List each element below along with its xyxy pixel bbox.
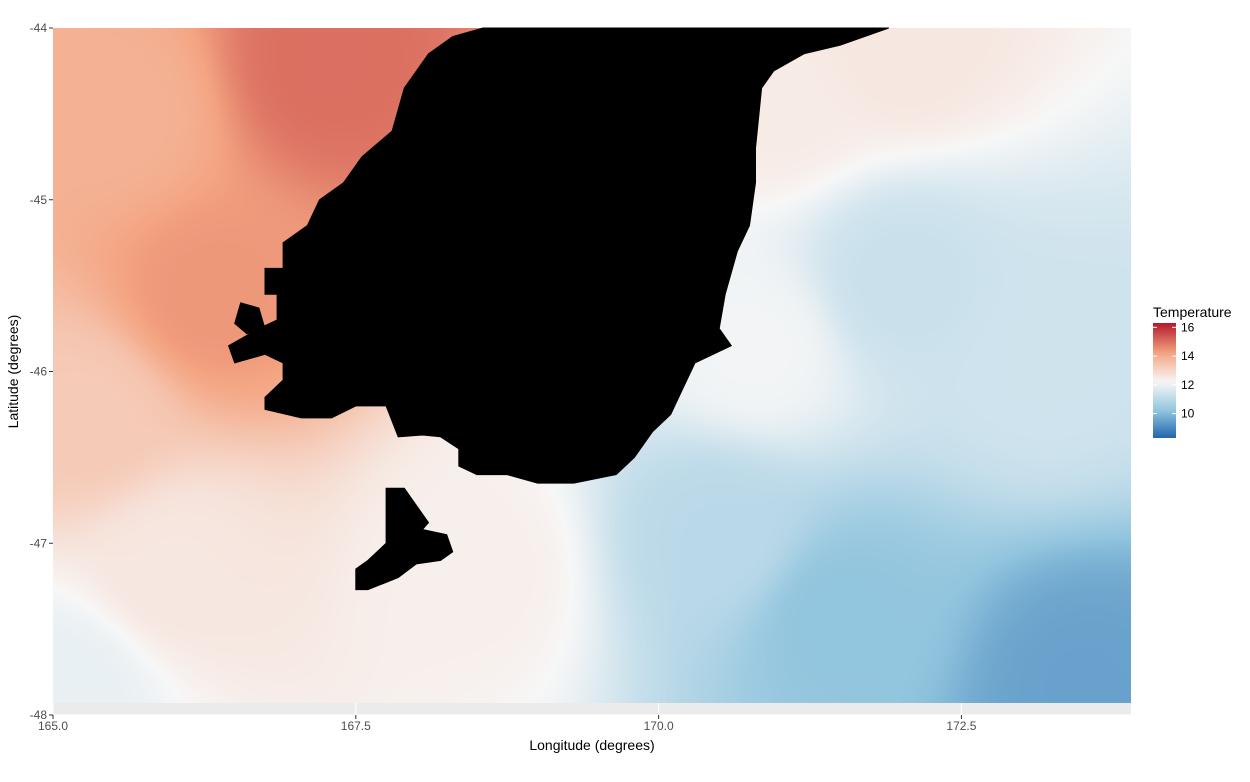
land-stewart-island	[355, 487, 454, 591]
y-tick-label: -44	[30, 21, 48, 35]
land-resolution-island	[234, 302, 266, 335]
x-tick-label: 165.0	[38, 719, 68, 733]
y-axis-title: Latitude (degrees)	[5, 315, 21, 429]
y-axis: -44 -45 -46 -47 -48	[30, 21, 53, 722]
y-tick-label: -46	[30, 365, 48, 379]
legend-colorbar	[1153, 323, 1176, 438]
legend-tick-label: 10	[1181, 407, 1195, 421]
y-tick-label: -47	[30, 536, 48, 550]
x-axis: 165.0 167.5 170.0 172.5	[38, 715, 977, 733]
legend-ticks: 16 14 12 10	[1153, 320, 1195, 421]
y-tick-label: -45	[30, 193, 48, 207]
x-axis-title: Longitude (degrees)	[529, 737, 654, 753]
map-panel	[52, 27, 1131, 716]
land	[227, 27, 889, 591]
y-tick-label: -48	[30, 708, 48, 722]
land-south-island	[227, 27, 889, 484]
legend-title: Temperature	[1153, 304, 1232, 320]
legend-tick-label: 14	[1181, 349, 1195, 363]
legend-tick-label: 16	[1181, 320, 1195, 334]
legend-tick-label: 12	[1181, 378, 1195, 392]
x-tick-label: 170.0	[644, 719, 674, 733]
x-tick-label: 167.5	[341, 719, 371, 733]
temperature-legend: Temperature 16 14 12 10	[1153, 304, 1232, 438]
x-tick-label: 172.5	[946, 719, 976, 733]
